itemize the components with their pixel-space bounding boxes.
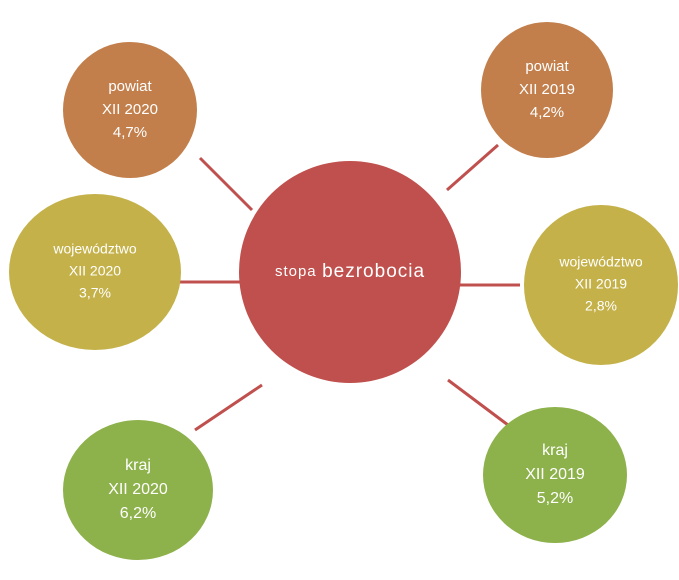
- node-label: 2,8%: [585, 298, 617, 314]
- node-label: XII 2020: [69, 263, 121, 279]
- connector: [447, 378, 509, 427]
- node-label: powiat: [525, 58, 569, 75]
- center-word: bezrobocia: [322, 261, 425, 282]
- center-label: stopa bezrobocia: [275, 261, 425, 282]
- node-circle: [483, 407, 627, 543]
- node-label: kraj: [542, 442, 568, 459]
- connector: [194, 383, 263, 432]
- node-label: 5,2%: [537, 490, 573, 507]
- nodes: powiat XII 2020 4,7% powiat XII 2019 4,2% woje…: [9, 22, 678, 560]
- node-circle: [481, 22, 613, 158]
- node-label: 6,2%: [120, 505, 156, 522]
- node-label: województwo: [52, 241, 136, 257]
- node-label: XII 2019: [519, 81, 575, 98]
- node-label: województwo: [558, 254, 642, 270]
- node-label: 4,2%: [530, 104, 564, 121]
- node-circle: [63, 420, 213, 560]
- node-label: XII 2019: [575, 276, 627, 292]
- connector: [446, 143, 499, 192]
- node-label: XII 2020: [102, 101, 158, 118]
- node-circle: [63, 42, 197, 178]
- connector: [198, 156, 254, 212]
- node-label: XII 2019: [525, 466, 585, 483]
- node-label: kraj: [125, 457, 151, 474]
- node-label: 3,7%: [79, 285, 111, 301]
- node-label: 4,7%: [113, 124, 147, 141]
- node-label: powiat: [108, 78, 152, 95]
- center-word: stopa: [275, 263, 317, 280]
- node-circle: [524, 205, 678, 365]
- node-label: XII 2020: [108, 481, 168, 498]
- node-circle: [9, 194, 181, 350]
- center-circle: [239, 161, 461, 383]
